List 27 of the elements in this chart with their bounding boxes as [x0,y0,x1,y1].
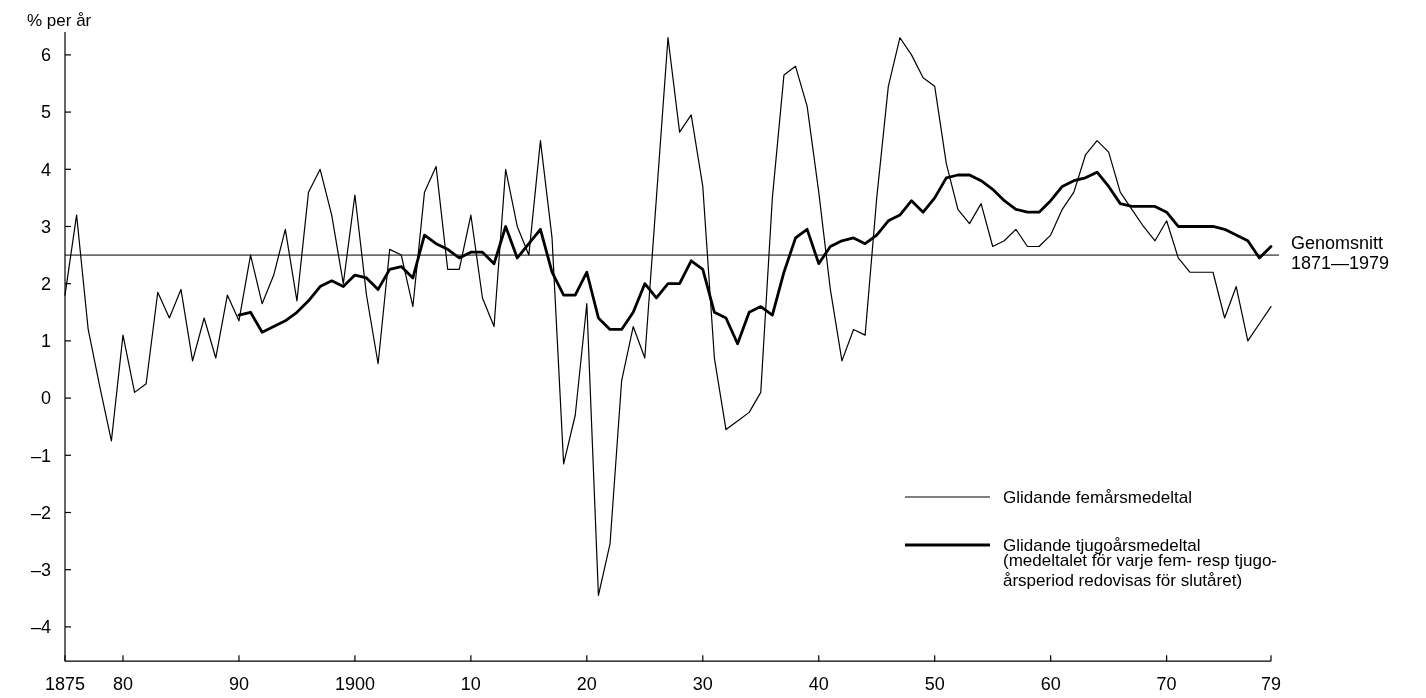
x-tick-label: 90 [228,674,249,695]
y-tick-label: 2 [40,273,51,294]
x-tick-label: 50 [924,674,945,695]
y-tick-label: –3 [30,559,51,580]
legend-label: Glidande femårsmedeltal [1003,487,1192,507]
x-tick-label: 60 [1040,674,1061,695]
y-tick-label: 3 [40,216,51,237]
y-tick-label: 6 [40,45,51,66]
x-tick-label: 80 [112,674,133,695]
x-tick-label: 40 [808,674,829,695]
y-tick-label: –2 [30,502,51,523]
y-tick-label: 1 [40,331,51,352]
y-tick-label: 0 [40,388,51,409]
x-tick-label: 79 [1260,674,1282,695]
y-tick-label: –4 [30,617,51,638]
x-tick-label: 70 [1156,674,1177,695]
y-tick-label: 4 [40,159,51,180]
x-tick-label: 10 [460,674,481,695]
x-tick-label: 1875 [44,674,86,695]
y-axis-title: % per år [27,11,92,30]
legend-label: Glidande tjugoårsmedeltal [1003,535,1201,555]
x-tick-label: 20 [576,674,597,695]
ref-line-label: Genomsnitt 1871—1979 [1291,233,1390,273]
y-tick-label: 5 [40,102,51,123]
x-tick-label: 1900 [334,674,375,695]
x-tick-label: 30 [692,674,713,695]
y-tick-label: –1 [30,445,51,466]
